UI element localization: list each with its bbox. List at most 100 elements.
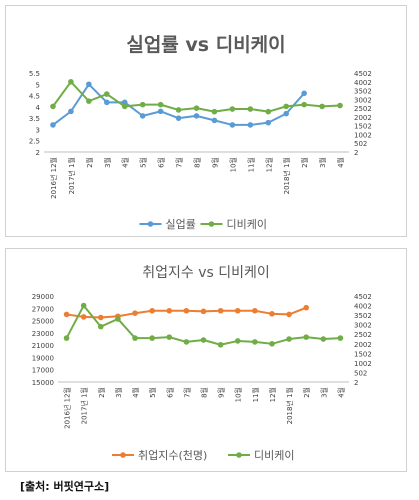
y-left-tick-label: 4 [36,104,41,112]
source-note: [출처: 버핏연구소] [20,480,110,493]
legend-marker-2 [236,452,242,458]
series-point-2 [63,335,70,341]
y-left-tick-label: 21000 [32,342,54,350]
x-tick-label: 2017년 1월 [67,157,76,194]
series-point-2 [301,101,307,108]
y-right-tick-label: 2502 [354,331,372,339]
series-point-1 [157,108,164,115]
y-left-tick-label: 27000 [32,305,54,313]
x-tick-label: 4월 [131,387,140,398]
x-tick-label: 2월 [302,387,311,398]
x-tick-label: 5월 [148,387,157,398]
y-right-tick-label: 2502 [354,105,372,113]
y-right-tick-label: 3002 [354,96,372,104]
y-left-tick-label: 3 [36,126,40,134]
x-tick-label: 2018년 1월 [285,387,294,424]
chart-unemployment-vs-dbk: 실업률 vs 디비케이 2 2.5 3 3.5 4 4.5 5 5.5 2 502 1002 1502 2… [5,5,407,237]
series-point-2 [157,101,164,108]
series-point-2 [50,103,56,110]
series-point-1 [217,307,224,314]
x-tick-label: 3월 [319,387,328,398]
x-tick-label: 2016년 12월 [49,157,58,199]
x-tick-label: 12월 [268,387,277,402]
x-tick-label: 9월 [217,387,226,398]
chart-title: 취업지수 vs 디비케이 [142,265,270,281]
series-point-1 [97,314,104,321]
series-point-2 [68,79,74,85]
legend-marker-1 [120,452,126,458]
y-left-tick-label: 4.5 [29,93,40,101]
y-left-tick-label: 3.5 [29,115,40,123]
y-right-tick-label: 3502 [354,88,372,96]
y-left-tick-label: 15000 [32,379,54,387]
series-point-2 [132,335,138,341]
series-point-2 [217,341,224,348]
series-point-2 [103,91,110,97]
series-point-1 [166,307,173,314]
y-left-tick-label: 5 [36,81,40,89]
series-point-2 [265,108,272,115]
series-point-2 [337,335,344,341]
y-left-tick-label: 29000 [32,293,54,301]
series-point-2 [86,98,92,104]
y-left-tick-label: 25000 [32,318,54,326]
y-right-tick-label: 2002 [354,341,372,349]
series-point-1 [103,99,110,106]
series-point-1 [286,311,292,318]
series-point-2 [115,316,121,322]
x-tick-label: 9월 [210,157,219,168]
series-point-1 [139,113,146,119]
series-point-1 [132,310,138,316]
chart-svg-2: 취업지수 vs 디비케이1500017000190002100023000250… [32,265,372,462]
x-tick-label: 7월 [182,387,191,398]
y-right-tick-label: 4002 [354,79,372,87]
x-tick-label: 8월 [193,157,202,168]
x-tick-label: 4월 [121,157,130,168]
chart-svg-1: 실업률 vs 디비케이22.533.544.555.52502100215022… [29,34,372,231]
x-tick-label: 2월 [97,387,106,398]
y-right-tick-label: 4502 [354,293,372,301]
x-tick-label: 3월 [103,157,112,168]
series-point-2 [183,339,190,345]
x-tick-label: 2018년 1월 [282,157,291,194]
y-right-tick-label: 1502 [354,123,372,131]
y-left-tick-label: 2 [36,149,40,157]
y-right-tick-label: 502 [354,369,367,377]
y-left-tick-label: 17000 [32,367,54,375]
series-point-2 [337,102,343,109]
series-point-1 [211,117,218,124]
series-point-1 [121,99,128,106]
x-tick-label: 2월 [85,157,94,168]
series-point-1 [193,113,200,119]
legend-label-2: 디비케이 [227,218,267,231]
series-point-2 [229,106,236,112]
series-point-2 [319,103,325,110]
series-point-1 [149,307,155,314]
x-tick-label: 8월 [200,387,209,398]
y-right-tick-label: 3002 [354,322,372,330]
series-point-2 [286,336,292,342]
series-point-2 [320,336,327,342]
series-point-2 [121,103,128,110]
x-tick-label: 2월 [300,157,309,168]
series-point-2 [252,339,258,345]
y-right-tick-label: 4502 [354,70,372,78]
series-point-2 [303,334,310,340]
series-point-2 [166,334,173,340]
series-point-1 [269,311,275,317]
y-left-tick-label: 19000 [32,354,54,362]
series-point-2 [247,106,254,112]
y-right-tick-label: 502 [354,140,367,148]
series-point-1 [252,307,258,314]
series-point-1 [234,307,241,314]
series-point-2 [80,302,87,309]
chart-title: 실업률 vs 디비케이 [126,34,285,56]
series-point-1 [183,307,190,314]
series-point-2 [234,338,241,344]
series-point-1 [86,81,92,88]
x-tick-label: 6월 [157,157,166,168]
series-point-2 [283,103,290,110]
series-point-1 [303,304,310,311]
y-right-tick-label: 4002 [354,303,372,311]
series-point-2 [175,107,182,113]
